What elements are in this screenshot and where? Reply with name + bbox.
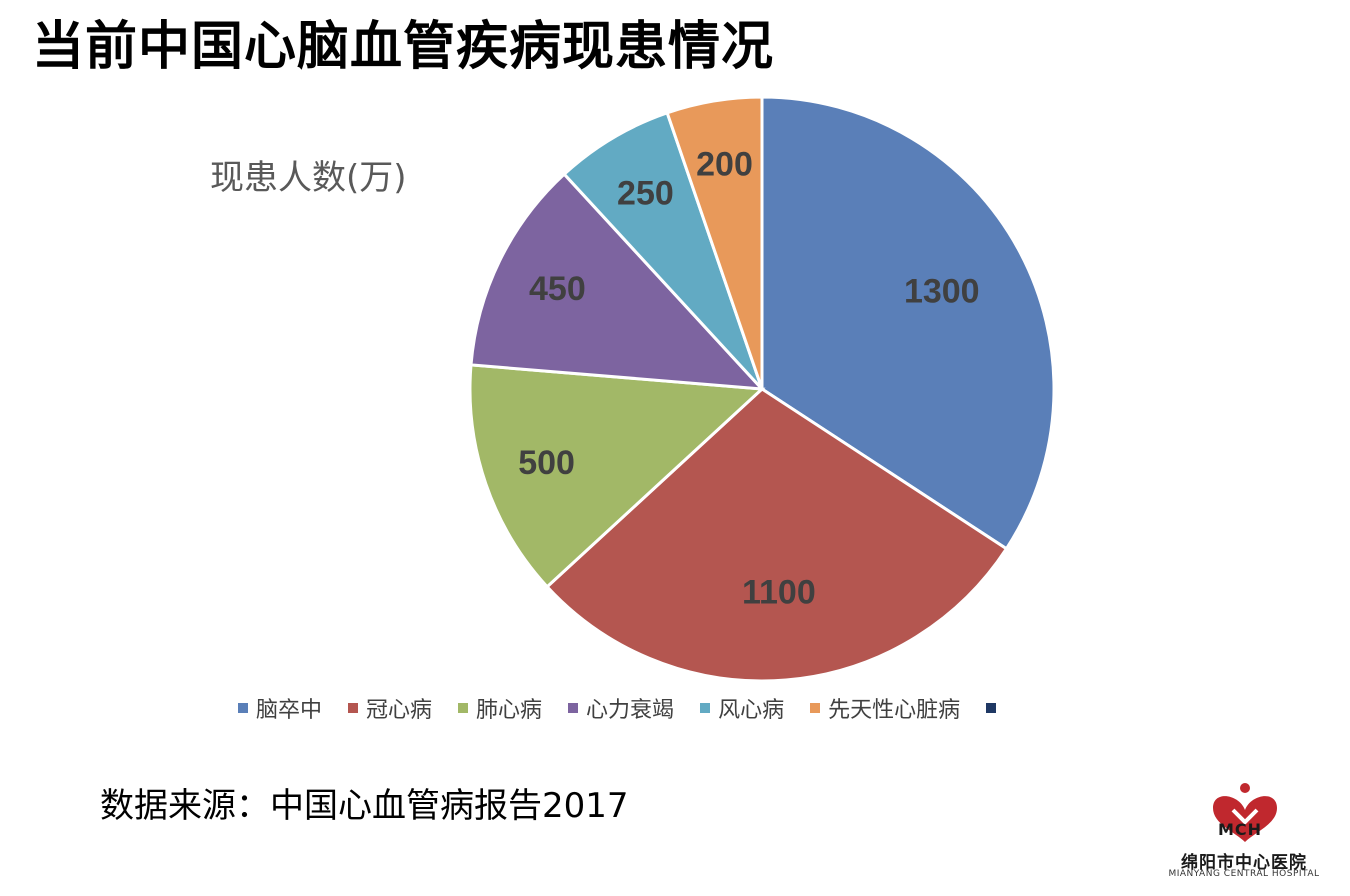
data-label-2: 1100 xyxy=(742,574,816,612)
data-label-3: 500 xyxy=(518,444,575,482)
hospital-logo xyxy=(1213,783,1277,842)
hospital-english-name: MIANYANG CENTRAL HOSPITAL xyxy=(1168,869,1320,879)
legend-label: 肺心病 xyxy=(476,698,543,723)
pie-slice-3 xyxy=(468,363,766,589)
legend-item-2: 冠心病 xyxy=(348,692,432,724)
legend-item-extra xyxy=(986,703,1004,713)
legend-item-1: 脑卒中 xyxy=(238,692,322,724)
legend-label: 冠心病 xyxy=(366,698,433,723)
legend-swatch xyxy=(238,703,248,713)
data-label-1: 1300 xyxy=(904,273,980,311)
legend-item-5: 风心病 xyxy=(700,692,784,724)
legend-item-6: 先天性心脏病 xyxy=(810,692,960,724)
legend-swatch xyxy=(568,703,579,713)
pie-slice-4 xyxy=(469,172,766,391)
legend-label: 风心病 xyxy=(718,698,785,723)
data-source: 数据来源：中国心血管病报告2017 xyxy=(100,786,629,826)
pie-slice-5 xyxy=(562,110,764,391)
page-title: 当前中国心脑血管疾病现患情况 xyxy=(32,17,775,77)
legend-swatch xyxy=(986,703,997,713)
data-label-6: 200 xyxy=(696,145,753,183)
legend-item-3: 肺心病 xyxy=(458,692,542,724)
legend-swatch xyxy=(810,703,821,713)
legend-label: 先天性心脏病 xyxy=(828,698,961,723)
data-label-5: 250 xyxy=(617,174,674,212)
data-label-4: 450 xyxy=(529,270,586,308)
pie-slice-6 xyxy=(665,95,764,390)
legend-swatch xyxy=(700,703,711,713)
pie-chart: 1300 1100 500 450 250 200 xyxy=(468,95,1056,683)
pie-slice-2 xyxy=(545,387,1009,683)
chart-legend: 脑卒中 冠心病 肺心病 心力衰竭 风心病 先天性心脏病 xyxy=(238,692,1030,724)
chart-subtitle: 现患人数(万) xyxy=(210,158,407,198)
legend-label: 心力衰竭 xyxy=(586,698,675,723)
legend-swatch xyxy=(458,703,469,713)
logo-mark: MCH xyxy=(1217,820,1263,839)
legend-swatch xyxy=(348,703,359,713)
hospital-name: 绵阳市中心医院 xyxy=(1181,853,1307,873)
heart-logo-icon xyxy=(1213,783,1277,842)
legend-label: 脑卒中 xyxy=(256,698,323,723)
legend-item-4: 心力衰竭 xyxy=(568,692,674,724)
